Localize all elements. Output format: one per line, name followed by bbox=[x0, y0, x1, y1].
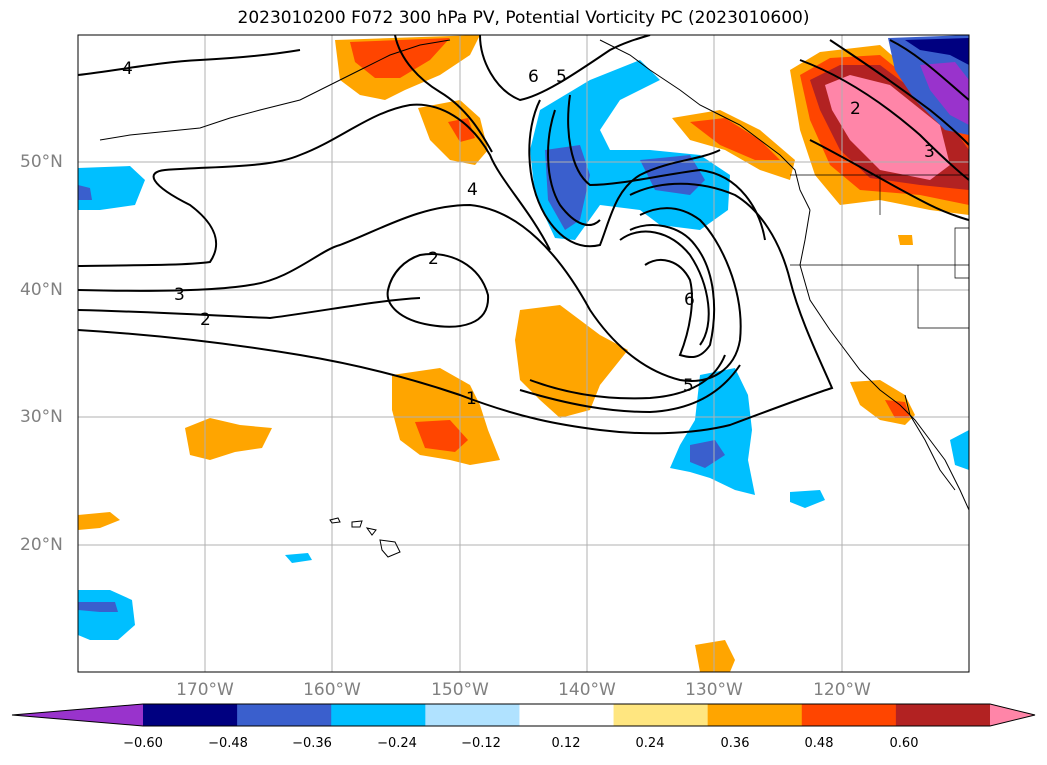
contour-label: 4 bbox=[122, 59, 133, 79]
colorbar-segment bbox=[425, 704, 520, 726]
colorbar-tick-label: 0.12 bbox=[551, 736, 581, 751]
colorbar-tick-label: −0.36 bbox=[292, 736, 332, 751]
contour-label: 6 bbox=[684, 290, 695, 310]
lat-label-30n: 30°N bbox=[20, 407, 63, 427]
contour-label: 6 bbox=[528, 67, 539, 87]
negative-anomaly-subtropical bbox=[670, 368, 755, 495]
colorbar-tick-label: 0.60 bbox=[889, 736, 919, 751]
positive-anomaly-gulf bbox=[418, 100, 488, 165]
colorbar-segment bbox=[519, 704, 615, 726]
coastlines bbox=[99, 39, 969, 558]
colorbar-extend-low bbox=[12, 704, 143, 726]
contour-label: 2 bbox=[428, 249, 439, 269]
colorbar-segment bbox=[613, 704, 709, 726]
contour-label: 4 bbox=[467, 180, 478, 200]
graticule bbox=[78, 35, 969, 672]
contour-2-lower bbox=[78, 297, 421, 320]
colorbar-segment bbox=[895, 704, 991, 726]
contour-label: 5 bbox=[683, 376, 694, 396]
colorbar-tick-label: −0.60 bbox=[123, 736, 163, 751]
colorbar-segment bbox=[143, 704, 238, 726]
lon-label-140w: 140°W bbox=[558, 680, 616, 700]
contour-label: 2 bbox=[200, 310, 211, 330]
colorbar-tick-label: 0.48 bbox=[804, 736, 834, 751]
contour-4-northwest bbox=[78, 49, 301, 76]
positive-anomaly-small bbox=[185, 418, 272, 460]
lon-label-170w: 170°W bbox=[176, 680, 234, 700]
contour-label: 2 bbox=[850, 99, 861, 119]
colorbar-segment bbox=[237, 704, 332, 726]
positive-anomaly-cutoff bbox=[515, 305, 628, 418]
lat-label-20n: 20°N bbox=[20, 535, 63, 555]
map-title: 2023010200 F072 300 hPa PV, Potential Vo… bbox=[237, 8, 810, 28]
contour-2-closed bbox=[386, 253, 490, 328]
colorbar-segment bbox=[331, 704, 426, 726]
colorbar-tick-label: 0.36 bbox=[720, 736, 750, 751]
contour-label: 3 bbox=[924, 142, 935, 162]
pv-contours bbox=[78, 35, 969, 435]
colorbar-segment bbox=[801, 704, 897, 726]
lon-label-150w: 150°W bbox=[431, 680, 489, 700]
lon-label-160w: 160°W bbox=[303, 680, 361, 700]
contour-label: 5 bbox=[556, 67, 567, 87]
lon-label-130w: 130°W bbox=[685, 680, 743, 700]
colorbar-tick-label: −0.12 bbox=[461, 736, 501, 751]
colorbar bbox=[11, 703, 1036, 727]
lon-label-120w: 120°W bbox=[813, 680, 871, 700]
plot-frame bbox=[77, 34, 970, 673]
colorbar-tick-label: −0.48 bbox=[208, 736, 248, 751]
colorbar-tick-label: −0.24 bbox=[377, 736, 417, 751]
positive-anomaly-alaska-core bbox=[350, 38, 450, 78]
lat-label-40n: 40°N bbox=[20, 280, 63, 300]
contour-labels: 4 6 5 4 2 3 2 6 5 1 2 3 bbox=[122, 59, 935, 409]
negative-anomaly-west bbox=[78, 166, 145, 210]
contour-label: 1 bbox=[466, 389, 477, 409]
contour-label: 3 bbox=[174, 285, 185, 305]
colorbar-tick-label: 0.24 bbox=[635, 736, 665, 751]
contour-4 bbox=[78, 103, 551, 267]
lat-label-50n: 50°N bbox=[20, 152, 63, 172]
contour-6-5 bbox=[479, 35, 651, 102]
colorbar-extend-high bbox=[990, 704, 1035, 726]
colorbar-segment bbox=[707, 704, 803, 726]
